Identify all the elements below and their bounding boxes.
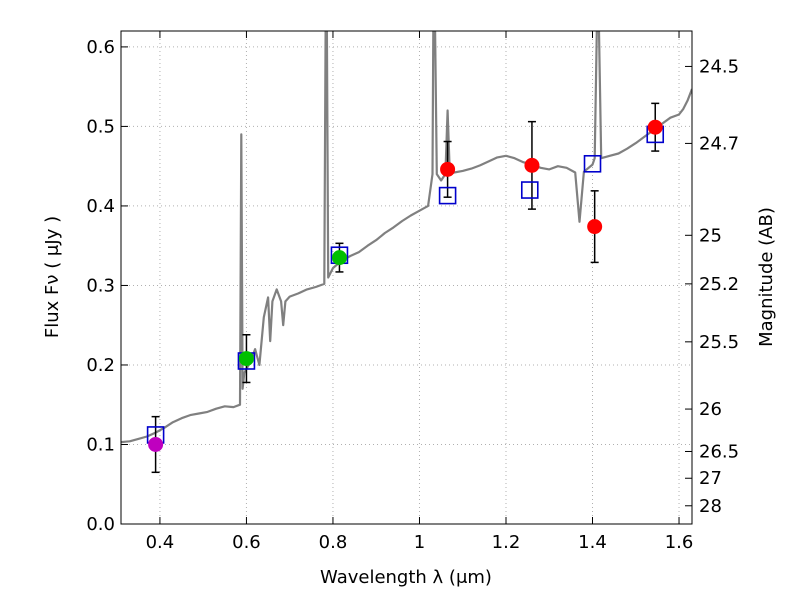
x-tick-label: 1.6 [665,532,694,553]
x-tick-label: 1 [414,532,425,553]
observed-point [148,436,164,452]
x-axis-label: Wavelength λ (μm) [320,567,492,588]
x-tick-label: 0.4 [146,532,175,553]
y2-tick-label: 25.2 [699,274,739,295]
y-tick-label: 0.6 [86,37,115,58]
y-tick-label: 0.2 [86,355,115,376]
y2-tick-label: 25 [699,225,722,246]
model-square [438,186,457,205]
axes: 0.4 0.6 0.8 1 1.2 1.4 1.6 0.0 0.1 0.2 0.3 0.4 0.5 0.6… [86,31,739,553]
y-tick-label: 0.3 [86,275,115,296]
y-axis-label: Flux Fν ( μJy ) [42,216,63,338]
observed-point [440,161,456,177]
x-tick-label: 1.2 [492,532,521,553]
model-square [520,181,539,199]
y2-axis-label: Magnitude (AB) [756,207,777,347]
model-square [583,154,602,173]
y2-tick-label: 24.5 [699,56,739,77]
spectrum-layer [121,31,692,444]
plot-frame [120,30,693,525]
x-tick-label: 1.4 [578,532,607,553]
y2-tick-label: 27 [699,468,722,489]
y2-tick-label: 26 [699,399,722,420]
observed-point [238,351,254,367]
plot-area [121,31,692,524]
y-tick-label: 0.0 [86,514,115,535]
observed-point [587,219,603,235]
y2-tick-label: 25.5 [699,332,739,353]
spectrum-line [121,31,692,444]
y2-tick-label: 28 [699,496,722,517]
observed-point [331,250,347,266]
observed-point [647,119,663,135]
x-tick-label: 0.6 [232,532,261,553]
y2-tick-label: 26.5 [699,441,739,462]
y-tick-label: 0.5 [86,116,115,137]
y-tick-label: 0.4 [86,196,115,217]
x-tick-label: 0.8 [319,532,348,553]
marks-layer [146,102,665,474]
observed-point [524,157,540,173]
y-tick-label: 0.1 [86,434,115,455]
y2-tick-label: 24.7 [699,133,739,154]
